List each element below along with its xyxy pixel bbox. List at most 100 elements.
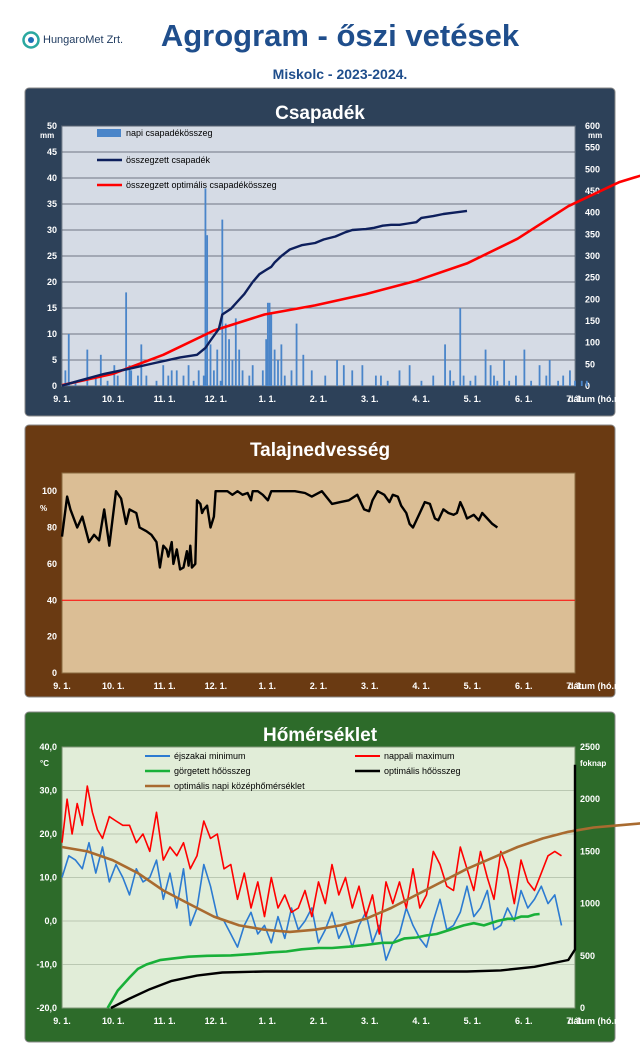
daily-rain-bar: [302, 354, 305, 386]
logo-text: HungaroMet Zrt.: [43, 34, 124, 46]
legend-label: optimális napi középhőmérséklet: [174, 781, 305, 791]
daily-rain-bar: [170, 370, 173, 386]
daily-rain-bar: [202, 375, 205, 386]
y-left-tick-label: 25: [47, 251, 57, 261]
x-tick-label: 4. 1.: [412, 681, 430, 691]
y-right-tick-label: 2000: [580, 794, 600, 804]
daily-rain-bar: [266, 302, 269, 386]
daily-rain-bar: [484, 349, 487, 386]
x-tick-label: 10. 1.: [102, 681, 125, 691]
y-right-tick-label: 2500: [580, 742, 600, 752]
x-tick-label: 12. 1.: [205, 394, 228, 404]
y-tick-label: 40: [47, 595, 57, 605]
x-tick-label: 3. 1.: [361, 681, 379, 691]
y-left-tick-label: 30,0: [39, 786, 57, 796]
daily-rain-bar: [489, 365, 492, 386]
x-tick-label: 7. 1.: [566, 394, 584, 404]
y-right-tick-label: 150: [585, 316, 600, 326]
soil-moisture-line: [60, 490, 499, 571]
daily-rain-bar: [197, 370, 200, 386]
page-subtitle: Miskolc - 2023-2024.: [272, 66, 408, 82]
daily-rain-bar: [94, 375, 97, 386]
daily-rain-bar: [336, 360, 338, 386]
daily-rain-bar: [128, 365, 131, 386]
y-left-tick-label: 20,0: [39, 829, 57, 839]
x-tick-label: 10. 1.: [102, 394, 125, 404]
daily-rain-bar: [408, 365, 411, 386]
temp-series: [61, 764, 640, 1010]
y-right-tick-label: 350: [585, 229, 600, 239]
x-tick-label: 9. 1.: [53, 394, 71, 404]
y-right-unit: foknap: [580, 759, 606, 768]
optimal-mean-temp-line: [61, 822, 640, 934]
y-left-unit: mm: [40, 131, 54, 140]
daily-rain-bar: [137, 375, 139, 386]
daily-rain-bar: [209, 344, 212, 386]
temp-title: Hőmérséklet: [263, 725, 378, 746]
cumulative-rain-line: [61, 209, 468, 387]
y-right-tick-label: 600: [585, 121, 600, 131]
y-right-tick-label: 400: [585, 208, 600, 218]
x-tick-label: 10. 1.: [102, 1016, 125, 1026]
daily-rain-bar: [538, 365, 541, 386]
daily-rain-bar: [432, 375, 435, 386]
x-tick-label: 1. 1.: [258, 681, 276, 691]
daily-rain-bar: [398, 370, 401, 386]
y-right-tick-label: 0: [580, 1003, 585, 1013]
x-tick-label: 3. 1.: [361, 1016, 379, 1026]
daily-rain-bar: [212, 370, 215, 386]
daily-rain-bar: [557, 380, 560, 386]
y-left-tick-label: 10: [47, 329, 57, 339]
daily-rain-bar: [523, 349, 526, 386]
daily-rain-bar: [162, 365, 165, 386]
x-tick-label: 1. 1.: [258, 1016, 276, 1026]
daily-rain-bar: [530, 380, 533, 386]
daily-rain-bar: [241, 370, 244, 386]
y-tick-label: 60: [47, 559, 57, 569]
x-axis-label: dátum (hó.nap): [568, 681, 633, 691]
daily-rain-bar: [374, 375, 377, 386]
daily-rain-bar: [67, 334, 70, 386]
daily-rain-bar: [548, 360, 551, 386]
daily-rain-bar: [234, 318, 237, 386]
daily-rain-bar: [452, 380, 455, 386]
x-tick-label: 7. 1.: [566, 1016, 584, 1026]
daily-rain-bar: [342, 365, 345, 386]
daily-rain-bar: [251, 365, 254, 386]
y-right-tick-label: 50: [585, 359, 595, 369]
x-tick-label: 6. 1.: [515, 681, 533, 691]
x-tick-label: 12. 1.: [205, 681, 228, 691]
soil-plot-area: [61, 472, 576, 674]
daily-rain-bar: [459, 308, 462, 386]
daily-rain-bar: [167, 375, 170, 386]
legend-label: nappali maximum: [384, 751, 455, 761]
y-left-tick-label: 50: [47, 121, 57, 131]
y-right-tick-label: 200: [585, 294, 600, 304]
legend-label: napi csapadékösszeg: [126, 128, 213, 138]
legend-label: éjszakai minimum: [174, 751, 246, 761]
x-tick-label: 6. 1.: [515, 1016, 533, 1026]
x-tick-label: 5. 1.: [464, 394, 482, 404]
y-right-tick-label: 550: [585, 143, 600, 153]
y-left-tick-label: 45: [47, 147, 57, 157]
daily-rain-bar: [469, 380, 472, 386]
daily-rain-bar: [503, 360, 506, 386]
daily-rain-bar: [493, 375, 495, 386]
daily-rain-bar: [420, 380, 423, 386]
daily-rain-bar: [569, 370, 571, 386]
y-right-tick-label: 250: [585, 273, 600, 283]
x-tick-label: 11. 1.: [154, 681, 176, 691]
daily-rain-bar: [515, 375, 517, 386]
x-tick-label: 2. 1.: [310, 1016, 328, 1026]
x-axis-label: dátum (hó.nap): [568, 1016, 633, 1026]
daily-rain-bar: [562, 375, 565, 386]
y-tick-label: 80: [47, 523, 57, 533]
y-left-tick-label: 30: [47, 225, 57, 235]
y-tick-label: 20: [47, 632, 57, 642]
daily-rain-bar: [462, 375, 465, 386]
y-left-tick-label: 20: [47, 277, 57, 287]
x-tick-label: 1. 1.: [258, 394, 276, 404]
daily-rain-bar: [86, 349, 89, 386]
daily-rain-bar: [106, 380, 109, 386]
